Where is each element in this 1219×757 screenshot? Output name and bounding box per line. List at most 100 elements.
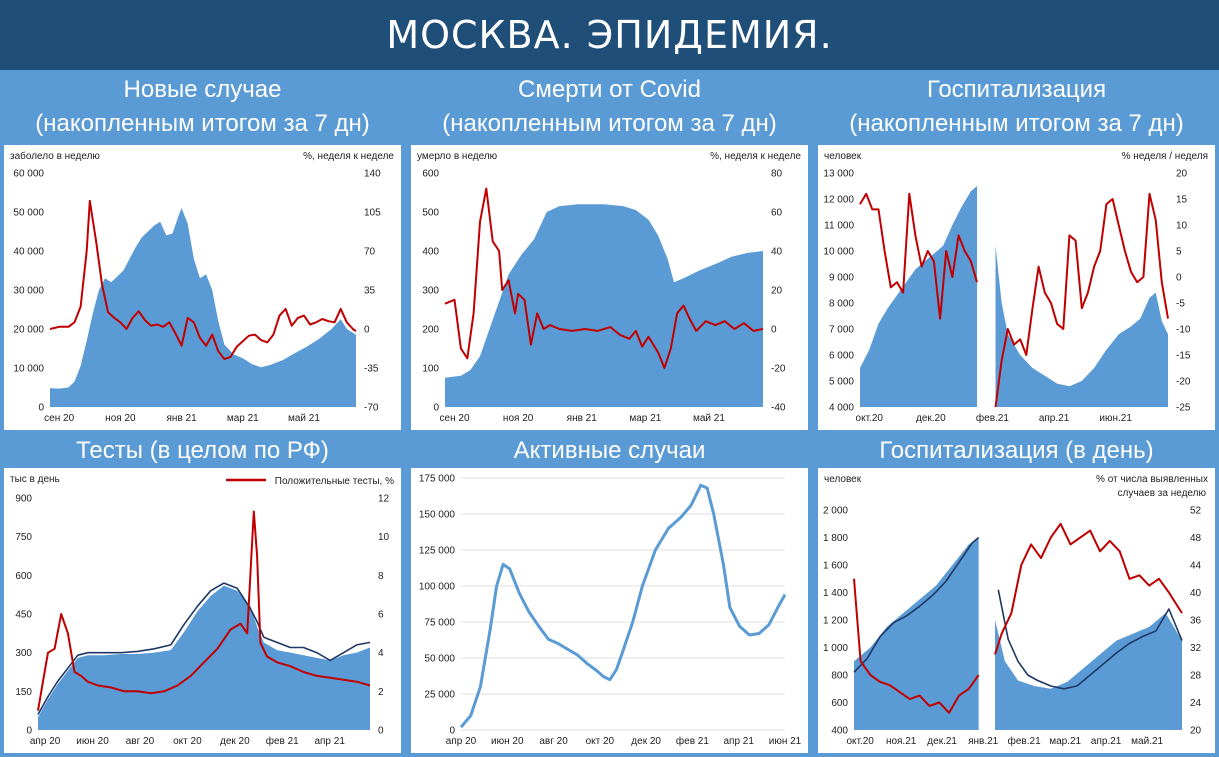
hosp_daily-xtick: ноя.21 [886,736,917,747]
hosp_daily-ytick-right: 40 [1190,588,1202,599]
tests-xtick: июн 20 [76,736,109,747]
hosp_daily-ytick-left: 1 400 [823,588,848,599]
active-ytick-left: 100 000 [419,582,456,593]
hosp_daily-xtick: май.21 [1131,736,1163,747]
tests-ytick-right: 4 [378,648,384,659]
hosp_weekly-ylabel-right: % неделя / неделя [1122,151,1208,162]
tests-ytick-left: 150 [15,687,32,698]
new_cases-ylabel-left: заболело в неделю [10,150,100,162]
tests-xtick: окт 20 [173,736,202,747]
title-hosp-daily-line1: Госпитализация (в день) [879,437,1154,464]
title-active-line1: Активные случаи [513,437,706,464]
hosp_weekly-ytick-right: 10 [1176,221,1188,232]
hosp_weekly-line-1-0 [859,192,978,320]
deaths-ytick-right: 0 [771,325,777,336]
tests-line-2-0 [37,510,371,711]
hosp_weekly-xtick: фев.21 [976,412,1009,424]
new_cases-ytick-left: 10 000 [13,364,44,375]
active-xtick: июн 21 [769,736,802,747]
hosp_daily-ytick-left: 1 200 [823,616,848,627]
deaths-area [445,204,763,407]
hosp_weekly-svg: человек % неделя / неделя 4 000 5 000 6 000 7… [823,151,1208,424]
tests-ytick-left: 750 [15,532,32,543]
hosp_weekly-ytick-left: 9 000 [829,273,854,284]
deaths-line-1-0 [444,187,764,369]
hosp_weekly-ytick-right: -25 [1176,403,1191,414]
deaths-ytick-right: -20 [771,364,786,375]
deaths-ytick-left: 300 [422,286,439,297]
chart-tests: тыс в день Положительные тесты, % 0 150 300 4… [4,468,401,753]
title-deaths-line2: (накопленным итогом за 7 дн) [442,110,777,137]
hosp_weekly-ytick-left: 4 000 [829,403,854,414]
hosp_daily-ytick-right: 28 [1190,671,1202,682]
title-hosp-weekly-line2: (накопленным итогом за 7 дн) [849,110,1184,137]
hosp_weekly-ylabel-left: человек [824,151,862,162]
new_cases-xtick: янв 21 [167,413,198,424]
active-xtick: апр 20 [446,736,477,747]
hosp_daily-ytick-left: 1 800 [823,533,848,544]
deaths-xtick: мар 21 [629,413,661,424]
deaths-ytick-left: 0 [433,403,439,414]
hosp_weekly-ytick-left: 10 000 [823,247,854,258]
title-hosp-weekly-line1: Госпитализация [926,76,1107,103]
deaths-ytick-left: 200 [422,325,439,336]
deaths-ylabel-right: %, неделя к неделе [710,151,801,162]
hosp_weekly-ytick-left: 7 000 [829,325,854,336]
tests-ytick-left: 0 [26,726,32,737]
new_cases-ytick-right: -35 [364,364,379,375]
tests-ytick-right: 0 [378,726,384,737]
new_cases-xtick: ноя 20 [105,413,136,424]
hosp_daily-ytick-right: 20 [1190,726,1202,737]
tests-ytick-right: 2 [378,687,384,698]
new_cases-ytick-left: 30 000 [13,286,44,297]
hosp_daily-ylabel-left: человек [824,474,862,485]
hosp_daily-line-2-1 [994,522,1183,655]
active-ytick-left: 175 000 [419,474,456,485]
hosp_daily-ytick-left: 1 600 [823,561,848,572]
hosp_daily-xtick: янв.21 [968,736,999,747]
hosp_weekly-area-0 [860,186,978,407]
tests-ytick-left: 450 [15,610,32,621]
chart-hosp-weekly: человек % неделя / неделя 4 000 5 000 6 000 7… [818,145,1215,430]
tests-ytick-right: 12 [378,494,390,505]
deaths-xtick: янв 21 [567,413,598,424]
hosp_weekly-area-1 [995,245,1168,407]
hosp_daily-xtick: мар.21 [1049,736,1081,747]
hosp_daily-ytick-left: 2 000 [823,506,848,517]
title-deaths-line1: Смерти от Covid [518,76,701,103]
hosp_weekly-xtick: дек.20 [916,413,946,424]
hosp_weekly-ytick-left: 6 000 [829,351,854,362]
deaths-ytick-right: 40 [771,247,783,258]
hosp_daily-xtick: дек.21 [927,736,957,747]
new_cases-ytick-left: 50 000 [13,208,44,219]
tests-xtick: авг 20 [126,736,155,747]
new_cases-ytick-right: -70 [364,403,379,414]
tests-xtick: апр 21 [314,736,345,747]
hosp_daily-area-1 [995,613,1182,730]
new_cases-ytick-left: 20 000 [13,325,44,336]
hosp_weekly-xtick: окт.20 [856,413,884,424]
new_cases-xtick: май 21 [288,413,320,424]
page-title: МОСКВА. ЭПИДЕМИЯ. [386,13,833,57]
title-new-cases-line2: (накопленным итогом за 7 дн) [35,110,370,137]
hosp_daily-ytick-right: 24 [1190,698,1202,709]
tests-svg: тыс в день Положительные тесты, % 0 150 300 4… [10,474,394,747]
hosp_weekly-ytick-right: 5 [1176,247,1182,258]
hosp_daily-ytick-right: 48 [1190,533,1202,544]
deaths-xtick: ноя 20 [503,413,534,424]
hosp_daily-svg: человек % от числа выявленных случаев за н… [823,474,1208,747]
deaths-xtick: май 21 [693,413,725,424]
active-xtick: апр 21 [723,736,754,747]
page-banner: МОСКВА. ЭПИДЕМИЯ. [0,0,1219,70]
title-tests: Тесты (в целом по РФ) [4,434,401,468]
tests-line-1-0 [37,582,371,715]
active-xtick: дек 20 [631,736,661,747]
hosp_daily-area-0 [854,537,979,730]
chart-hosp-daily: человек % от числа выявленных случаев за н… [818,468,1215,753]
hosp_daily-ylabel-right-2: случаев за неделю [1118,488,1207,499]
hosp_daily-line-1-0 [853,536,980,673]
tests-ytick-right: 10 [378,532,390,543]
hosp_weekly-ytick-right: 0 [1176,273,1182,284]
hosp_daily-ytick-right: 44 [1190,561,1202,572]
active-ytick-left: 75 000 [424,618,455,629]
